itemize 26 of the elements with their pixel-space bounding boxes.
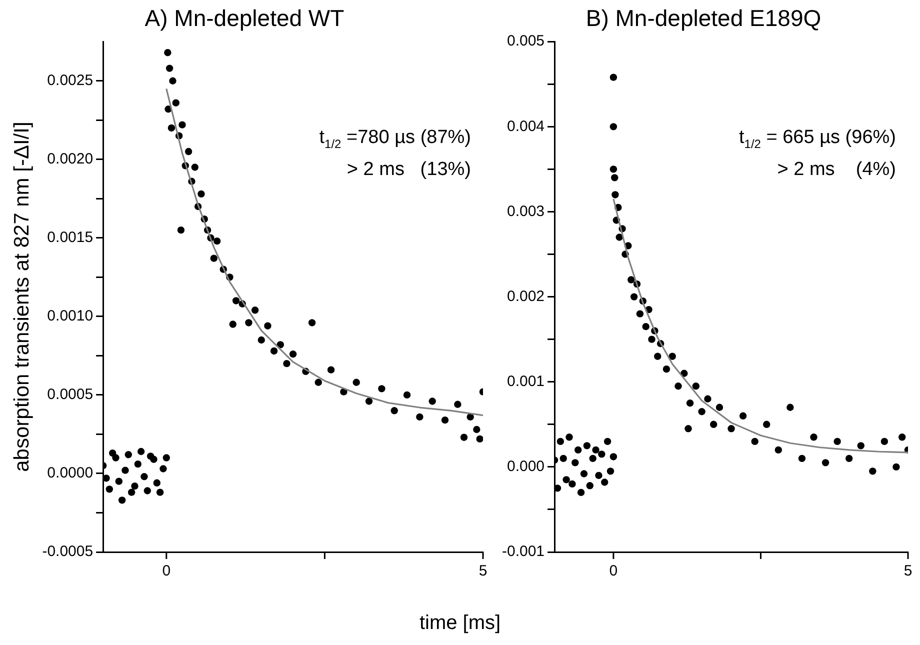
y-tick-label: -0.0005 <box>42 543 94 560</box>
chart-title: A) Mn-depleted WT <box>144 5 344 32</box>
y-tick-label: 0.001 <box>506 373 545 390</box>
y-tick-label: 0.002 <box>506 288 545 305</box>
y-tick-label: 0.000 <box>506 458 545 476</box>
y-tick-label: 0.0005 <box>47 386 94 404</box>
y-tick-label: 0.0000 <box>47 464 94 482</box>
annotation: > 2 ms (4%) <box>777 158 896 181</box>
y-tick-label: 0.005 <box>506 32 545 50</box>
annotation: > 2 ms (13%) <box>346 158 471 181</box>
y-tick-label: 0.0025 <box>47 72 94 89</box>
y-tick-label: 0.0015 <box>47 229 94 246</box>
chart-title: B) Mn-depleted E189Q <box>586 5 822 32</box>
y-tick-label: 0.0010 <box>47 308 94 325</box>
y-tick-label: 0.003 <box>506 202 545 220</box>
annotation: t$_{1/2}$ =780 µs (87%) <box>319 126 471 150</box>
x-tick-label: 0 <box>609 562 618 580</box>
y-tick-label: 0.0020 <box>47 150 94 168</box>
x-tick-label: 5 <box>478 562 488 580</box>
x-tick-label: 5 <box>904 562 912 580</box>
x-tick-label: 0 <box>162 562 171 580</box>
y-tick-label: -0.001 <box>502 543 545 560</box>
annotation: t$_{1/2}$ = 665 µs (96%) <box>738 126 896 150</box>
x-axis-title: time [ms] <box>418 612 502 635</box>
y-axis-title: absorption transients at 827 nm [-ΔI/I] <box>10 122 34 472</box>
y-tick-label: 0.004 <box>506 118 545 135</box>
